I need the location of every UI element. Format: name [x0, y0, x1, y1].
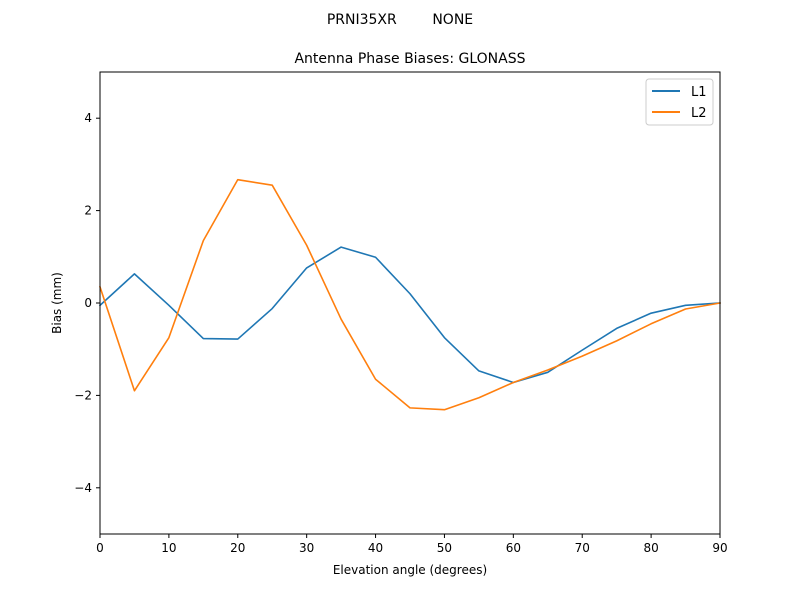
x-tick-label: 20	[230, 541, 245, 555]
x-tick-label: 40	[368, 541, 383, 555]
y-tick-label: −2	[74, 388, 92, 402]
x-tick-label: 70	[575, 541, 590, 555]
x-tick-label: 10	[161, 541, 176, 555]
y-tick-label: −4	[74, 481, 92, 495]
x-axis: 0 10 20 30 40 50 60 70 80 90	[96, 534, 728, 555]
x-tick-label: 80	[643, 541, 658, 555]
series-line-l2	[98, 178, 721, 411]
axes-background	[100, 72, 720, 534]
y-axis: −4 −2 0 2 4	[74, 111, 100, 495]
x-axis-label: Elevation angle (degrees)	[333, 563, 487, 577]
x-tick-label: 30	[299, 541, 314, 555]
figure-suptitle: PRNI35XR NONE	[327, 12, 473, 28]
plot-area: 0 10 20 30 40 50 60 70 80 90 −4 −2 0 2 4	[74, 71, 728, 555]
y-tick-label: 4	[84, 111, 92, 125]
y-tick-label: 2	[84, 204, 92, 218]
chart-title: Antenna Phase Biases: GLONASS	[294, 51, 525, 67]
legend-label-l2: L2	[691, 106, 707, 121]
series-layer	[98, 178, 721, 411]
y-axis-label: Bias (mm)	[50, 272, 64, 334]
x-tick-label: 50	[437, 541, 452, 555]
x-tick-label: 0	[96, 541, 104, 555]
legend: L1 L2	[645, 78, 714, 126]
series-line-l1	[98, 246, 721, 384]
y-tick-label: 0	[84, 296, 92, 310]
x-tick-label: 60	[506, 541, 521, 555]
legend-label-l1: L1	[691, 85, 707, 100]
x-tick-label: 90	[712, 541, 727, 555]
